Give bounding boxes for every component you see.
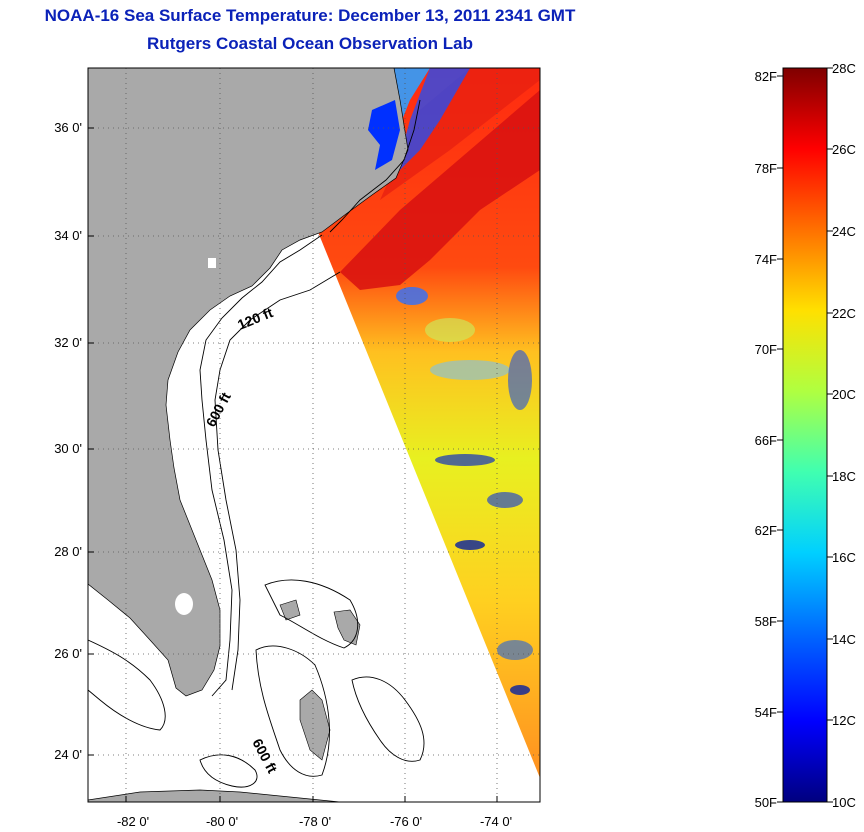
lat-label: 26 0' [54, 646, 82, 661]
lake-marks [208, 258, 216, 268]
map-ticks [88, 127, 498, 802]
colorbar-f-label: 70F [755, 342, 777, 357]
colorbar-c-label: 24C [832, 224, 856, 239]
lon-tick-labels: -82 0' -80 0' -78 0' -76 0' -74 0' [117, 814, 512, 829]
colorbar-c-label: 10C [832, 795, 856, 810]
map-subtitle: Rutgers Coastal Ocean Observation Lab [147, 34, 473, 53]
lat-label: 32 0' [54, 335, 82, 350]
colorbar-c-label: 22C [832, 306, 856, 321]
lake-okeechobee [175, 593, 193, 615]
colorbar-c-label: 18C [832, 469, 856, 484]
colorbar-f-label: 74F [755, 252, 777, 267]
lon-label: -82 0' [117, 814, 149, 829]
colorbar-f-label: 58F [755, 614, 777, 629]
lat-label: 30 0' [54, 441, 82, 456]
map-title: NOAA-16 Sea Surface Temperature: Decembe… [44, 6, 576, 25]
colorbar-c-label: 26C [832, 142, 856, 157]
lat-tick-labels: 36 0' 34 0' 32 0' 30 0' 28 0' 26 0' 24 0… [54, 120, 82, 762]
lon-label: -74 0' [480, 814, 512, 829]
colorbar-c-label: 14C [832, 632, 856, 647]
lat-label: 28 0' [54, 544, 82, 559]
map-gridlines [88, 68, 540, 802]
colorbar-c-label: 28C [832, 61, 856, 76]
colorbar-f-label: 82F [755, 69, 777, 84]
colorbar-f-label: 54F [755, 705, 777, 720]
colorbar-f-label: 62F [755, 523, 777, 538]
colorbar-f-label: 78F [755, 161, 777, 176]
lat-label: 34 0' [54, 228, 82, 243]
colorbar-c-label: 12C [832, 713, 856, 728]
bahamas-islands [279, 599, 361, 761]
colorbar-c-label: 20C [832, 387, 856, 402]
colorbar-f-label: 50F [755, 795, 777, 810]
lat-label: 36 0' [54, 120, 82, 135]
land-south [88, 789, 341, 802]
lat-label: 24 0' [54, 747, 82, 762]
coastal-sound [368, 100, 400, 170]
lon-label: -78 0' [299, 814, 331, 829]
map-frame [87, 67, 541, 803]
colorbar-f-label: 66F [755, 433, 777, 448]
temperature-colorbar: 82F 78F 74F 70F 66F 62F 58F 54F 50F 28C … [755, 61, 856, 810]
bathymetry-contours [88, 99, 425, 788]
colorbar-c-label: 16C [832, 550, 856, 565]
land-mainland [88, 68, 409, 697]
lon-label: -80 0' [206, 814, 238, 829]
lon-label: -76 0' [390, 814, 422, 829]
